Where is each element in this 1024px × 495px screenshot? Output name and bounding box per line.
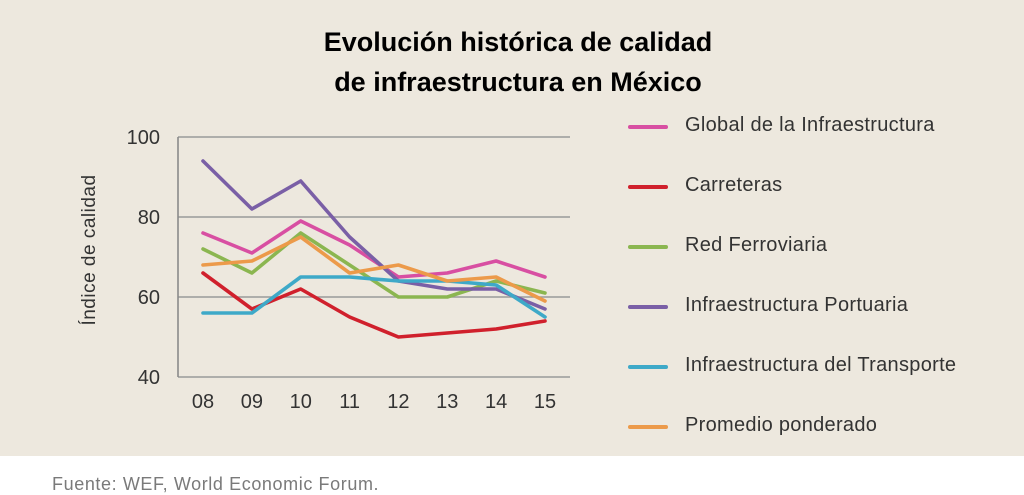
series-line [201,275,547,319]
legend-item: Carreteras [628,172,1018,202]
x-tick-label: 08 [192,391,214,413]
x-tick-label: 09 [241,391,263,413]
chart-panel [0,0,1024,456]
x-tick-label: 15 [534,391,556,413]
legend-label: Global de la Infraestructura [685,114,935,136]
y-tick-label: 40 [138,367,160,389]
legend-label: Carreteras [685,174,783,196]
legend-label: Promedio ponderado [685,414,878,436]
chart-title-line-1: Evolución histórica de calidad [323,27,713,57]
x-tick-label: 14 [485,391,507,413]
gridlines [178,136,570,378]
legend-swatch [628,425,668,429]
legend-label: Red Ferroviaria [685,234,828,256]
legend-swatch [628,245,668,249]
tick-labels: 40 60 80 100 08 09 10 11 12 13 14 15 [127,127,557,413]
chart-title-line-2: de infraestructura en México [334,67,702,97]
legend-item: Global de la Infraestructura [628,112,1018,142]
x-tick-label: 12 [387,391,409,413]
y-tick-label: 60 [138,287,160,309]
x-tick-label: 10 [290,391,312,413]
y-tick-label: 100 [127,127,160,149]
series-line [201,159,547,311]
legend-item: Infraestructura del Transporte [628,352,1018,382]
chart-title: Evolución histórica de calidad de infrae… [0,22,1024,102]
y-tick-label: 80 [138,207,160,229]
line-chart: 40 60 80 100 08 09 10 11 12 13 14 15 [127,127,570,413]
legend-label: Infraestructura del Transporte [685,354,957,376]
legend-label: Infraestructura Portuaria [685,294,909,316]
y-axis-title: Índice de calidad [79,174,100,326]
legend-item: Promedio ponderado [628,412,1018,442]
x-tick-label: 13 [436,391,458,413]
legend-swatch [628,365,668,369]
legend-item: Red Ferroviaria [628,232,1018,262]
source-note: Fuente: WEF, World Economic Forum. [52,474,380,494]
series-lines [201,159,547,339]
legend-swatch [628,185,668,189]
x-tick-label: 11 [339,391,360,413]
legend-swatch [628,305,668,309]
legend-item: Infraestructura Portuaria [628,292,1018,322]
legend-swatch [628,125,668,129]
series-line [201,235,547,303]
